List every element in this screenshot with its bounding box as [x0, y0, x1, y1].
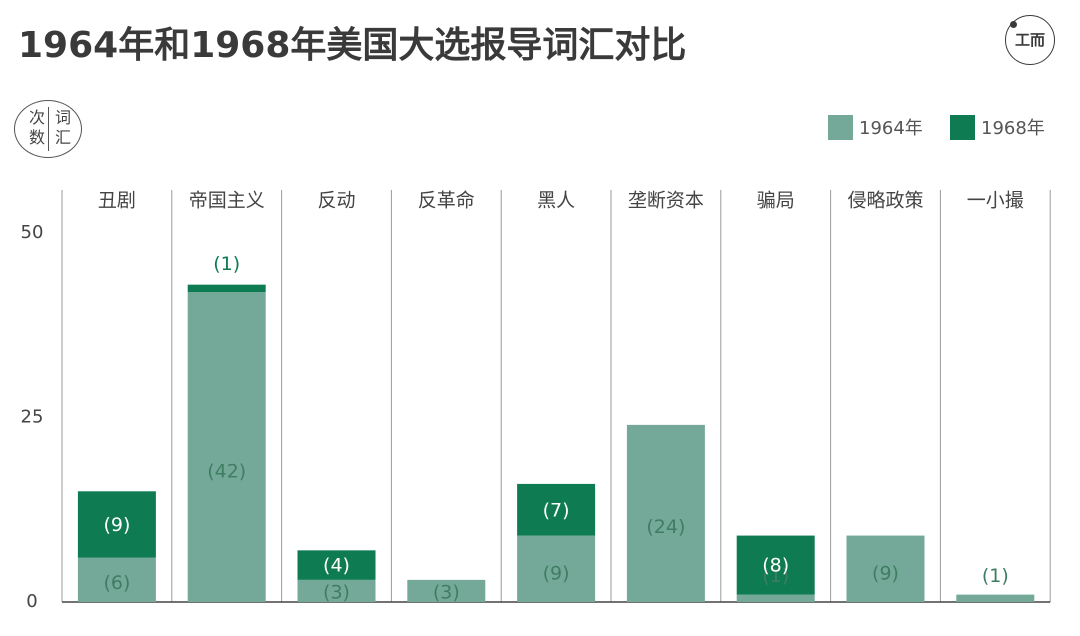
- bar-1968: [187, 284, 266, 293]
- unit-badge-word-label: 词汇: [54, 108, 71, 147]
- bar-1964: [736, 594, 815, 602]
- y-tick-label: 0: [26, 591, 37, 612]
- legend-label-1968: 1968年: [981, 118, 1045, 139]
- category-label: 帝国主义: [189, 190, 265, 212]
- category-label: 反动: [317, 190, 355, 212]
- unit-badge: 次数 词汇: [14, 100, 82, 158]
- category-label: 骗局: [757, 190, 795, 212]
- data-label-1968: (7): [543, 499, 570, 521]
- logo-glyph: 工而: [1014, 31, 1045, 49]
- data-label-1964: (24): [646, 516, 685, 538]
- bar-1968: [517, 483, 596, 536]
- data-label-1964: (1): [982, 565, 1009, 587]
- data-label-1964: (42): [207, 460, 246, 482]
- category-label: 侵略政策: [847, 190, 923, 212]
- data-label-1964: (6): [103, 572, 130, 594]
- data-label-1964: (9): [872, 563, 899, 585]
- category-label: 黑人: [537, 190, 575, 212]
- legend-item-1964: 1964年: [828, 114, 923, 140]
- bar-1964: [517, 535, 596, 602]
- unit-badge-count-label: 次数: [28, 108, 45, 147]
- bar-1964: [187, 292, 266, 602]
- data-label-1968: (1): [213, 253, 240, 275]
- data-label-1968: (8): [762, 555, 789, 577]
- data-label-1964: (9): [543, 563, 570, 585]
- unit-badge-divider: [48, 107, 49, 151]
- data-label-1964: (1): [762, 565, 789, 587]
- data-label-1968: (9): [103, 514, 130, 536]
- legend-swatch-1968: [950, 114, 975, 140]
- legend-swatch-1964: [828, 114, 853, 140]
- chart-title: 1964年和1968年美国大选报导词汇对比: [18, 25, 687, 66]
- data-label-1968: (4): [323, 555, 350, 577]
- logo-dot-icon: [1010, 21, 1017, 28]
- bar-1964: [407, 579, 486, 602]
- bar-1964: [846, 535, 925, 602]
- y-tick-label: 50: [21, 222, 44, 243]
- data-label-1964: (3): [323, 581, 350, 603]
- y-tick-label: 25: [21, 407, 44, 428]
- bar-1964: [956, 594, 1035, 602]
- bar-1968: [77, 491, 156, 558]
- bar-1964: [77, 557, 156, 602]
- bar-1968: [297, 550, 376, 580]
- category-label: 垄断资本: [628, 190, 704, 212]
- category-label: 反革命: [418, 190, 475, 212]
- bar-1964: [626, 424, 705, 602]
- category-label: 丑剧: [98, 190, 136, 212]
- brand-logo: 工而: [1005, 15, 1055, 65]
- bar-1968: [736, 535, 815, 595]
- legend-label-1964: 1964年: [859, 118, 923, 139]
- bar-1964: [297, 579, 376, 602]
- category-label: 一小撮: [967, 190, 1024, 212]
- legend-item-1968: 1968年: [950, 114, 1045, 140]
- data-label-1964: (3): [433, 581, 460, 603]
